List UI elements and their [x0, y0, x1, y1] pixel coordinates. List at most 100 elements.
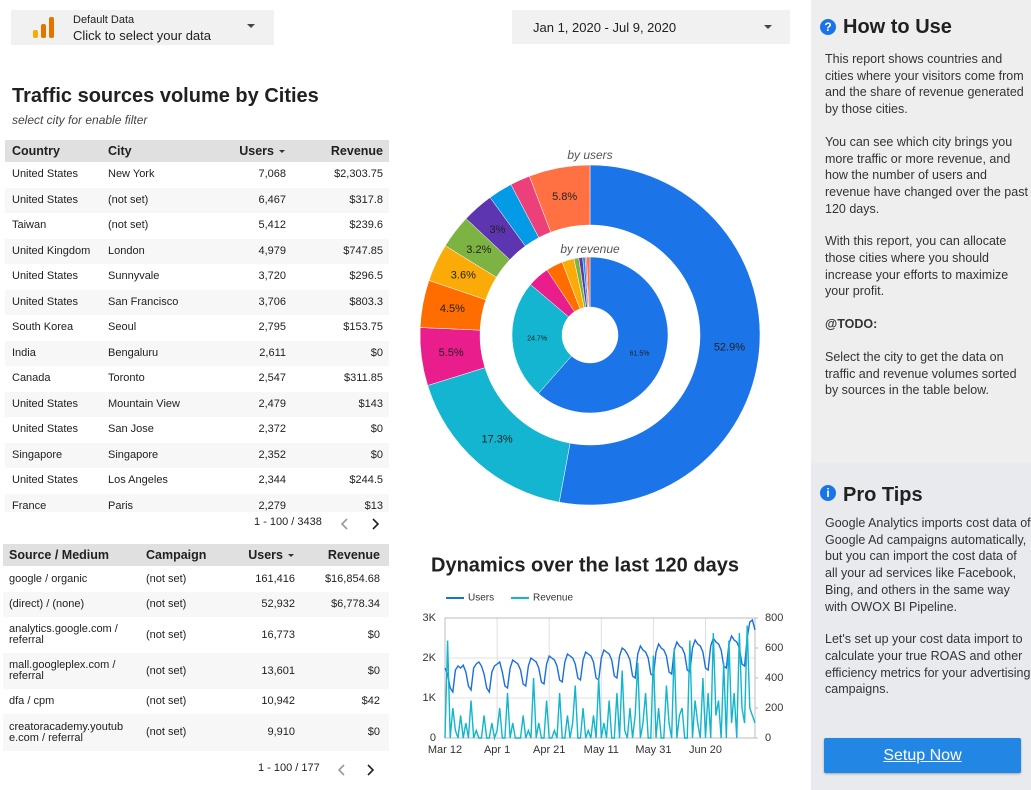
y-tick-label: 1K — [423, 692, 437, 704]
legend-label: Users — [468, 593, 494, 604]
table-cell: Toronto — [108, 372, 145, 385]
table-cell: analytics.google.com / referral — [9, 623, 118, 646]
chart-title: Dynamics over the last 120 days — [431, 554, 739, 576]
table-row[interactable]: United States New York 7,068 $2,303.75 — [5, 162, 389, 188]
table-cell: $317.8 — [349, 193, 383, 206]
slice-label: 3.2% — [466, 244, 491, 256]
paragraph: With this report, you can allocate those… — [825, 234, 1009, 299]
table-cell: $42 — [361, 695, 380, 707]
table-row[interactable]: google / organic (not set) 161,416 $16,854.… — [3, 566, 389, 592]
column-header: Campaign — [146, 547, 207, 562]
slice-label: 3% — [489, 224, 505, 236]
dropdown-arrow — [247, 24, 255, 28]
legend-label: Revenue — [533, 593, 573, 604]
table-cell: google / organic — [9, 572, 88, 585]
table-cell: $0 — [367, 726, 380, 738]
table-row[interactable]: India Bengaluru 2,611 $0 — [5, 340, 389, 366]
table-row[interactable]: United States Sunnyvale 3,720 $296.5 — [5, 264, 389, 290]
table-row[interactable]: South Korea Seoul 2,795 $153.75 — [5, 315, 389, 341]
sort-arrow — [288, 554, 294, 557]
table-cell: 13,601 — [261, 664, 295, 677]
donut-slice — [586, 256, 591, 308]
table-cell: $239.6 — [349, 219, 383, 232]
table-cell: 3,720 — [258, 270, 286, 283]
table-cell: $0 — [370, 346, 383, 359]
x-tick-label: Jun 20 — [689, 744, 722, 756]
table-cell: 3,706 — [258, 295, 286, 308]
table-cell: 2,372 — [258, 423, 286, 436]
table-cell: Sunnyvale — [108, 270, 160, 283]
column-header: Users — [239, 143, 274, 158]
x-tick-label: May 11 — [584, 744, 619, 756]
ring-label: by users — [567, 148, 612, 162]
table-row[interactable]: analytics.google.com / referral (not set)… — [3, 617, 389, 653]
table-row[interactable]: United States San Jose 2,372 $0 — [5, 417, 389, 443]
pro-tips-panel: i Pro Tips Google Analytics imports cost… — [811, 463, 1031, 790]
table-cell: United States — [12, 193, 79, 206]
table-cell: $16,854.68 — [324, 572, 380, 585]
table-cell: Singapore — [12, 448, 63, 461]
table-header: Source / Medium Campaign Users Revenue — [3, 544, 389, 566]
table-row[interactable]: United States San Francisco 3,706 $803.3 — [5, 289, 389, 315]
slice-label: 17.3% — [481, 434, 512, 446]
table-cell: 16,773 — [261, 628, 295, 641]
table-cell: Taiwan — [12, 219, 47, 232]
table-cell: United States — [12, 397, 79, 410]
table-cell: 6,467 — [258, 193, 286, 206]
table-cell: (not set) — [146, 695, 187, 707]
table-row[interactable]: United States Mountain View 2,479 $143 — [5, 391, 389, 417]
table-row[interactable]: United States Los Angeles 2,344 $244.5 — [5, 468, 389, 494]
setup-button[interactable]: Setup Now — [824, 738, 1021, 773]
y-tick-label: 3K — [423, 612, 437, 624]
table-row[interactable]: Taiwan (not set) 5,412 $239.6 — [5, 213, 389, 239]
table-row[interactable]: (direct) / (none) (not set) 52,932 $6,778.3… — [3, 592, 389, 617]
y2-tick-label: 0 — [765, 732, 771, 744]
table-cell: 2,352 — [258, 448, 286, 461]
table-row[interactable]: Canada Toronto 2,547 $311.85 — [5, 366, 389, 392]
slice-label: 4.5% — [440, 303, 465, 315]
pager-arrows[interactable] — [335, 763, 380, 777]
table-cell: $0 — [367, 628, 380, 641]
table-cell: Paris — [108, 499, 134, 512]
table-cell: $296.5 — [349, 270, 383, 283]
table-cell: Los Angeles — [108, 474, 168, 487]
cities-table: Country City Users Revenue United States New … — [5, 140, 389, 512]
table-cell: $803.3 — [349, 295, 383, 308]
table-row[interactable]: Singapore Singapore 2,352 $0 — [5, 442, 389, 468]
date-range-selector[interactable]: Jan 1, 2020 - Jul 9, 2020 — [512, 10, 790, 44]
table-cell: Bengaluru — [108, 346, 159, 359]
table-row[interactable]: dfa / cpm (not set) 10,942 $42 — [3, 689, 389, 714]
plot-border — [444, 617, 756, 739]
table-cell: 2,479 — [258, 397, 286, 410]
table-cell: United States — [12, 474, 79, 487]
donut-slice — [558, 164, 761, 506]
table-cell: India — [12, 346, 36, 359]
table-row[interactable]: France Paris 2,279 $13 — [5, 493, 389, 512]
table-row[interactable]: United States (not set) 6,467 $317.8 — [5, 187, 389, 213]
table-cell: 161,416 — [255, 572, 295, 585]
table-cell: London — [108, 244, 145, 257]
table-cell: 52,932 — [261, 598, 295, 610]
y2-tick-label: 800 — [765, 612, 783, 624]
table-cell: United States — [12, 270, 79, 283]
table-cell: $13 — [364, 499, 383, 512]
table-cell: San Francisco — [108, 295, 179, 308]
table-cell: creatoracademy.youtube.com / referral — [9, 720, 124, 744]
table-row[interactable]: creatoracademy.youtube.com / referral (no… — [3, 714, 389, 751]
table-cell: $153.75 — [343, 321, 383, 334]
table-cell: 2,279 — [258, 499, 286, 512]
y-tick-label: 2K — [423, 652, 437, 664]
data-source-selector[interactable]: Default Data Click to select your data — [11, 10, 274, 45]
paragraph: Select the city to get the data on traff… — [825, 349, 1017, 398]
table-row[interactable]: United Kingdom London 4,979 $747.85 — [5, 238, 389, 264]
slice-label: 5.8% — [552, 191, 577, 203]
table-row[interactable]: mall.googleplex.com / referral (not set) 1… — [3, 653, 389, 689]
column-header: Revenue — [330, 143, 383, 158]
slice-label: 5.5% — [439, 347, 464, 359]
sort-arrow — [279, 150, 285, 153]
x-tick-label: Mar 12 — [428, 744, 462, 756]
paragraph: Let's set up your cost data import to ca… — [825, 632, 1031, 697]
pager-arrows[interactable] — [338, 517, 383, 531]
table-cell: (not set) — [146, 628, 187, 641]
